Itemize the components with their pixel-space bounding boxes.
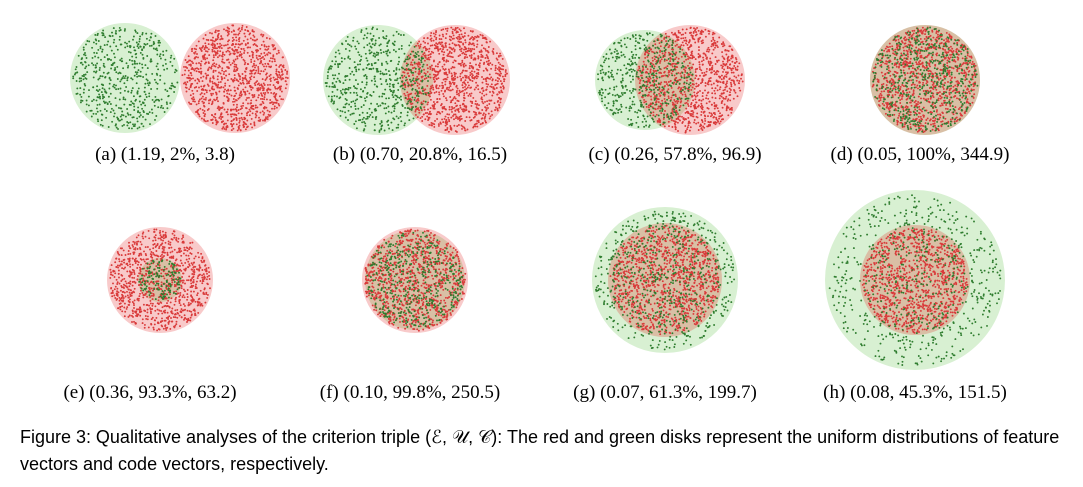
panel-h: (h) (0.08, 45.3%, 151.5) bbox=[790, 185, 1040, 415]
panel-b: (b) (0.70, 20.8%, 16.5) bbox=[295, 20, 545, 170]
panel-a-plot bbox=[70, 23, 290, 133]
panel-g-caption: (g) (0.07, 61.3%, 199.7) bbox=[573, 382, 757, 403]
panel-g: (g) (0.07, 61.3%, 199.7) bbox=[540, 185, 790, 415]
code-vector-points bbox=[324, 26, 430, 133]
panel-c: (c) (0.26, 57.8%, 96.9) bbox=[550, 20, 800, 170]
code-vector-points bbox=[72, 26, 179, 130]
feature-vector-points bbox=[181, 24, 289, 132]
panel-b-plot bbox=[323, 25, 510, 135]
panel-a-caption: (a) (1.19, 2%, 3.8) bbox=[95, 144, 235, 165]
feature-vector-points bbox=[636, 26, 744, 134]
panel-d-plot bbox=[870, 25, 980, 135]
panel-c-plot bbox=[595, 25, 745, 135]
panel-f: (f) (0.10, 99.8%, 250.5) bbox=[285, 185, 535, 415]
panel-f-plot bbox=[362, 227, 468, 333]
code-vector-points bbox=[872, 26, 979, 133]
feature-vector-points bbox=[609, 224, 720, 336]
code-vector-points bbox=[828, 194, 1002, 366]
figure-caption: Figure 3: Qualitative analyses of the cr… bbox=[20, 424, 1070, 478]
panel-b-caption: (b) (0.70, 20.8%, 16.5) bbox=[332, 144, 508, 165]
figure-label: Figure 3: bbox=[20, 427, 92, 447]
panel-e: (e) (0.36, 93.3%, 63.2) bbox=[25, 185, 275, 415]
figure-caption-text: Qualitative analyses of the criterion tr… bbox=[20, 427, 1060, 474]
panel-g-plot bbox=[592, 207, 738, 353]
code-vector-points bbox=[594, 210, 736, 351]
panel-d: (d) (0.05, 100%, 344.9) bbox=[795, 20, 1045, 170]
panel-e-caption: (e) (0.36, 93.3%, 63.2) bbox=[63, 382, 237, 403]
overlap-region bbox=[860, 225, 970, 335]
overlap-region bbox=[138, 258, 182, 302]
panel-h-plot bbox=[825, 190, 1005, 370]
panel-c-caption: (c) (0.26, 57.8%, 96.9) bbox=[588, 144, 762, 165]
panel-d-caption: (d) (0.05, 100%, 344.9) bbox=[830, 144, 1010, 165]
panel-h-caption: (h) (0.08, 45.3%, 151.5) bbox=[823, 382, 1007, 403]
panel-f-caption: (f) (0.10, 99.8%, 250.5) bbox=[319, 382, 501, 403]
code-vector-points bbox=[597, 32, 694, 128]
code-vector-points bbox=[366, 231, 464, 328]
feature-vector-points bbox=[401, 26, 508, 133]
code-vector-points bbox=[138, 259, 182, 301]
panel-a: (a) (1.19, 2%, 3.8) bbox=[40, 20, 290, 170]
panel-e-plot bbox=[107, 227, 213, 333]
feature-vector-points bbox=[861, 228, 969, 334]
